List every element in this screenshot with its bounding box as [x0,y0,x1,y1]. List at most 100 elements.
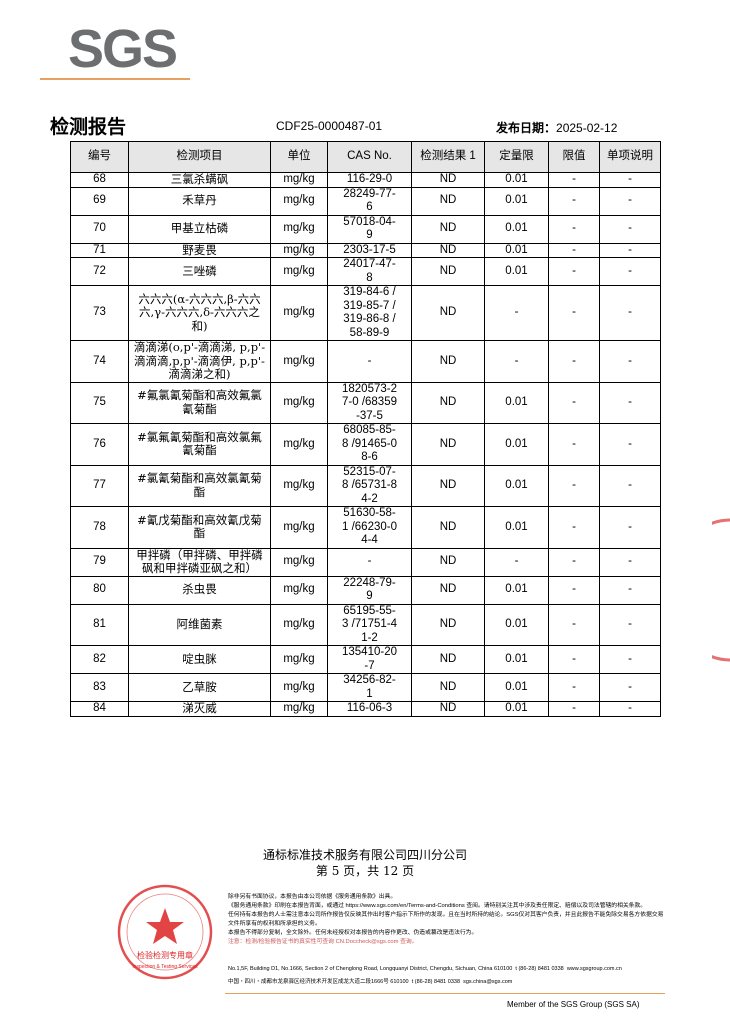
table-row: 68 三氯杀螨砜 mg/kg 116-29-0 ND 0.01- - [70,172,661,188]
report-number: CDF25-0000487-01 [276,119,383,133]
result: ND [411,214,485,244]
issue-date: 发布日期：2025-02-12 [496,119,617,136]
stamp-cn: 检验检测专用章 [137,950,193,960]
cas-no: 24017-47-8 [327,257,412,286]
limit: - [548,506,600,549]
item-no: 72 [70,257,129,286]
result: ND [411,186,485,216]
results-table: 编号 检测项目 单位 CAS No. 检测结果 1 定量限 限值 单项说明 68 三氯杀螨砜 mg… [70,141,661,717]
table-row: 76 #氯氟氰菊酯和高效氯氟氰菊酯 mg/kg 68085-85-8 /91465-0… [70,423,661,466]
loq: 0.01 [484,214,549,244]
item-no: 75 [70,381,129,424]
item-no: 84 [70,701,129,717]
remark: - [599,423,661,466]
address-en: No.1,5F, Building D1, No.1666, Section 2… [228,966,688,972]
loq: 0.01 [484,172,549,188]
test-item: 甲基立枯磷 [128,214,271,244]
cas-no: 116-06-3 [327,701,412,717]
remark: - [599,464,661,507]
loq: 0.01 [484,186,549,216]
result: ND [411,464,485,507]
remark: - [599,381,661,424]
test-item: 阿维菌素 [128,603,271,646]
phone: t (86-28) 8481 0338 [515,966,564,972]
remark: - [599,214,661,244]
unit: mg/kg [270,701,328,717]
table-row: 82 啶虫脒 mg/kg 135410-20-7 ND 0.01- - [70,645,661,674]
result: ND [411,242,485,258]
footer-rule [225,993,665,994]
phone: t (86-28) 8481 0338 [411,979,461,985]
result: ND [411,547,485,577]
cas-no: 57018-04-9 [327,214,412,244]
limit: - [548,186,600,216]
table-row: 73 六六六(α-六六六,β-六六六,γ-六六六,δ-六六六之和) mg/kg 319… [70,285,661,341]
item-no: 70 [70,214,129,244]
item-no: 68 [70,172,129,188]
limit: - [548,340,600,383]
unit: mg/kg [270,285,328,341]
unit: mg/kg [270,547,328,577]
unit: mg/kg [270,575,328,605]
limit: - [548,381,600,424]
unit: mg/kg [270,506,328,549]
address-cn: 中国・四川・成都市龙泉驿区经济技术开发区成龙大道二段1666号 610100 t… [228,977,688,985]
remark: - [599,285,661,341]
table-row: 74 滴滴涕(o,p'-滴滴涕, p,p'-滴滴滴,p,p'-滴滴伊, p,p'-… [70,340,661,383]
cas-no: 68085-85-8 /91465-08-6 [327,423,412,466]
item-no: 77 [70,464,129,507]
table-row: 72 三唑磷 mg/kg 24017-47-8 ND 0.01- - [70,257,661,286]
test-item: 涕灭威 [128,701,271,717]
result: ND [411,603,485,646]
cas-no: - [327,547,412,577]
table-row: 81 阿维菌素 mg/kg 65195-55-3 /71751-41-2 ND 0.01-… [70,603,661,646]
test-item: 乙草胺 [128,673,271,702]
table-row: 83 乙草胺 mg/kg 34256-82-1 ND 0.01- - [70,673,661,702]
remark: - [599,340,661,383]
loq: - [484,547,549,577]
member-note: Member of the SGS Group (SGS SA) [507,1000,640,1009]
remark: - [599,701,661,717]
limit: - [548,673,600,702]
address: 中国・四川・成都市龙泉驿区经济技术开发区成龙大道二段1666号 610100 [228,979,409,985]
item-no: 78 [70,506,129,549]
table-row: 70 甲基立枯磷 mg/kg 57018-04-9 ND 0.01- - [70,214,661,244]
remark: - [599,257,661,286]
item-no: 73 [70,285,129,341]
logo-rule [40,78,190,80]
date-value: 2025-02-12 [556,121,618,135]
item-no: 74 [70,340,129,383]
edge-stamp [712,518,730,662]
table-row: 78 #氰戊菊酯和高效氰戊菊酯 mg/kg 51630-58-1 /66230-04-… [70,506,661,549]
logo: SGS [68,19,178,79]
column-header: 检测结果 1 [411,141,485,173]
limit: - [548,547,600,577]
unit: mg/kg [270,186,328,216]
limit: - [548,575,600,605]
remark: - [599,172,661,188]
unit: mg/kg [270,603,328,646]
loq: 0.01 [484,506,549,549]
result: ND [411,506,485,549]
column-header: 限值 [548,141,600,173]
remark: - [599,547,661,577]
company-name: 通标标准技术服务有限公司四川分公司 [262,848,467,862]
page-number: 第 5 页，共 12 页 [315,864,415,878]
cas-no: 116-29-0 [327,172,412,188]
cas-no: - [327,340,412,383]
table-row: 69 禾草丹 mg/kg 28249-77-6 ND 0.01- - [70,186,661,216]
test-item: #氟氯氰菊酯和高效氟氯氰菊酯 [128,381,271,424]
test-item: 六六六(α-六六六,β-六六六,γ-六六六,δ-六六六之和) [128,285,271,341]
loq: 0.01 [484,464,549,507]
item-no: 81 [70,603,129,646]
item-no: 79 [70,547,129,577]
loq: 0.01 [484,701,549,717]
item-no: 83 [70,673,129,702]
loq: 0.01 [484,645,549,674]
terms-line: 任何持有本报告的人士需注意本公司所作报告仅反映其作出时客户指示下所作的发现，且在… [228,912,664,927]
remark: - [599,575,661,605]
limit: - [548,603,600,646]
result: ND [411,340,485,383]
item-no: 76 [70,423,129,466]
result: ND [411,423,485,466]
